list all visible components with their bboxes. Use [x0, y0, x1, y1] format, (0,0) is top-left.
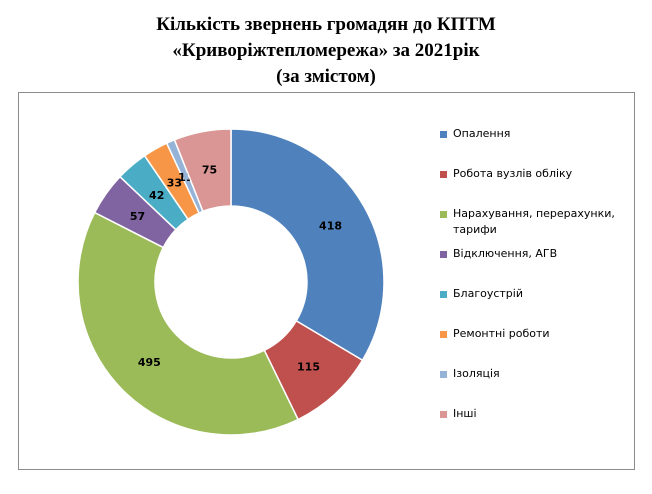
legend-item-1: Опалення	[440, 126, 633, 142]
legend-label-5: Благоустрій	[453, 287, 523, 300]
legend-swatch-1	[440, 131, 447, 138]
chart-title-line-2: «Криворіжтепломережа» за 2021рік	[172, 40, 480, 61]
legend-label-1: Опалення	[453, 127, 511, 140]
donut-slice-3	[77, 211, 300, 436]
legend-swatch-6	[440, 331, 447, 338]
legend-item-4: Відключення, АГВ	[440, 246, 633, 262]
legend-swatch-3	[440, 211, 447, 218]
legend-item-6: Ремонтні роботи	[440, 326, 633, 342]
data-label-1: 418	[319, 219, 342, 232]
legend-label-7: Ізоляція	[453, 367, 500, 380]
data-label-2: 115	[297, 360, 320, 373]
chart-title-line-1: Кількість звернень громадян до КПТМ	[156, 14, 496, 35]
chart-title-line-3: (за змістом)	[276, 66, 376, 87]
data-label-5: 42	[149, 189, 164, 202]
legend-swatch-2	[440, 171, 447, 178]
chart-title: Кількість звернень громадян до КПТМ «Кри…	[0, 12, 652, 90]
legend-label-6: Ремонтні роботи	[453, 327, 550, 340]
legend-label-3: Нарахування, перерахунки, тарифи	[453, 207, 615, 236]
legend-item-2: Робота вузлів обліку	[440, 166, 633, 182]
data-label-6: 33	[167, 176, 182, 189]
legend-item-3: Нарахування, перерахунки, тарифи	[440, 206, 633, 238]
legend-item-5: Благоустрій	[440, 286, 633, 302]
legend-swatch-4	[440, 251, 447, 258]
legend-label-8: Інші	[453, 407, 477, 420]
legend-label-4: Відключення, АГВ	[453, 247, 558, 260]
legend-label-2: Робота вузлів обліку	[453, 167, 573, 180]
legend-swatch-7	[440, 371, 447, 378]
legend-swatch-8	[440, 411, 447, 418]
donut-slice-8	[173, 128, 232, 213]
legend-swatch-5	[440, 291, 447, 298]
data-label-8: 75	[202, 164, 217, 177]
legend-item-7: Ізоляція	[440, 366, 633, 382]
data-label-3: 495	[138, 356, 161, 369]
plot-area-frame	[18, 92, 635, 470]
donut-slice-1	[230, 128, 385, 362]
data-label-4: 57	[130, 210, 145, 223]
legend-item-8: Інші	[440, 406, 633, 422]
